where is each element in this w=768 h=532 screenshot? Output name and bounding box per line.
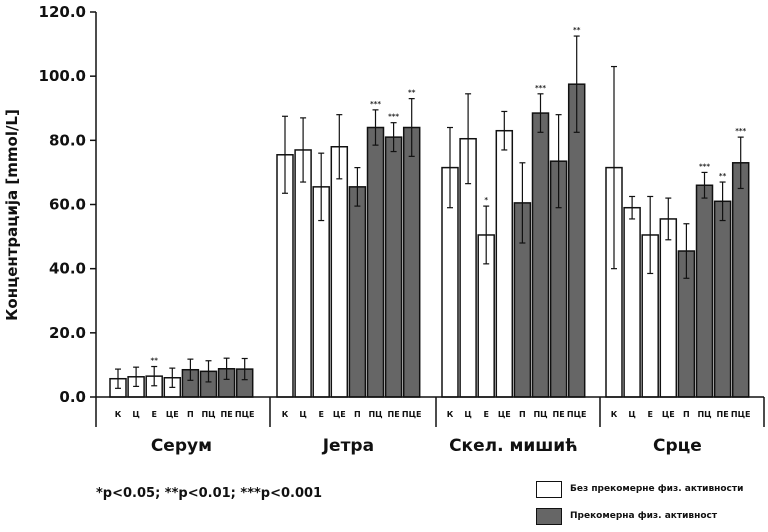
group-label: Јетра: [322, 436, 374, 456]
group-label: Срце: [653, 436, 702, 456]
category-label: ПЦ: [201, 410, 215, 419]
category-label: ПЦЕ: [235, 410, 255, 419]
category-label: П: [683, 410, 690, 419]
significance-mark: *: [484, 196, 488, 204]
significance-mark: ***: [388, 113, 399, 121]
category-label: ЦЕ: [166, 410, 179, 419]
bar: [330, 146, 349, 398]
legend-item-no-activity: Без прекомерне физ. активности: [536, 478, 743, 500]
category-label: Ц: [628, 410, 635, 419]
y-tick-label: 40.0: [49, 260, 86, 278]
bar: [366, 126, 385, 398]
legend-swatch-gray: [536, 507, 562, 525]
significance-mark: **: [408, 89, 416, 97]
category-label: ПЦ: [697, 410, 711, 419]
category-label: ПЦЕ: [567, 410, 587, 419]
category-label: П: [519, 410, 526, 419]
category-label: ПЕ: [221, 410, 233, 419]
y-tick-label: 80.0: [49, 131, 86, 149]
significance-footnote: *p<0.05; **p<0.01; ***p<0.001: [96, 486, 323, 501]
category-label: К: [611, 410, 618, 419]
bar: [659, 218, 678, 398]
significance-mark: ***: [699, 162, 710, 170]
category-label: ЦЕ: [498, 410, 511, 419]
y-tick-label: 20.0: [49, 324, 86, 342]
y-tick-label: 60.0: [49, 196, 86, 214]
y-tick-label: 120.0: [39, 3, 86, 21]
category-label: ПЦЕ: [731, 410, 751, 419]
bar: [531, 112, 550, 398]
significance-mark: ***: [370, 100, 381, 108]
bar: [402, 126, 421, 398]
bars: ************************: [109, 26, 750, 398]
group-label: Серум: [151, 436, 212, 456]
significance-mark: **: [573, 26, 581, 34]
category-label: К: [282, 410, 289, 419]
bar: [495, 129, 514, 398]
category-label: Е: [151, 410, 156, 419]
bar-group: ********: [276, 89, 421, 398]
bar: [623, 206, 641, 398]
bar: [731, 162, 750, 398]
bar: [713, 200, 732, 398]
category-label: ЦЕ: [333, 410, 346, 419]
bar: [384, 136, 403, 398]
bar: [294, 149, 312, 398]
y-axis: 0.0 20.0 40.0 60.0 80.0 100.0 120.0: [39, 3, 97, 406]
bar-group: ******: [441, 26, 586, 398]
bar-group: **: [109, 357, 254, 398]
category-label: ПЕ: [553, 410, 565, 419]
significance-mark: ***: [535, 84, 546, 92]
legend-swatch-white: [536, 480, 562, 498]
category-label: ПЦ: [533, 410, 547, 419]
legend: Без прекомерне физ. активности Прекомерн…: [536, 478, 743, 532]
significance-mark: **: [719, 172, 727, 180]
category-label: К: [115, 410, 122, 419]
category-label: К: [447, 410, 454, 419]
bar: [348, 186, 367, 398]
significance-mark: **: [151, 357, 159, 365]
category-label: Ц: [132, 410, 139, 419]
category-label: ПЦЕ: [402, 410, 422, 419]
y-tick-label: 100.0: [39, 67, 86, 85]
y-tick-label: 0.0: [59, 388, 86, 406]
group-label: Скел. мишић: [449, 436, 578, 456]
category-label: ПЕ: [717, 410, 729, 419]
category-label: Е: [318, 410, 323, 419]
category-label: Ц: [464, 410, 471, 419]
bar: [695, 184, 714, 398]
bar-group: ********: [605, 65, 750, 398]
category-label: П: [187, 410, 194, 419]
category-label: ПЦ: [368, 410, 382, 419]
category-label: Ц: [299, 410, 306, 419]
category-label: П: [354, 410, 361, 419]
y-axis-label: Концентрација [mmol/L]: [3, 109, 21, 321]
category-label: ПЕ: [388, 410, 400, 419]
significance-mark: ***: [735, 127, 746, 135]
category-label: ЦЕ: [662, 410, 675, 419]
legend-label: Прекомерна физ. активност: [570, 511, 718, 521]
legend-label: Без прекомерне физ. активности: [570, 484, 744, 494]
category-label: Е: [647, 410, 652, 419]
legend-item-activity: Прекомерна физ. активност: [536, 505, 743, 527]
category-label: Е: [483, 410, 488, 419]
